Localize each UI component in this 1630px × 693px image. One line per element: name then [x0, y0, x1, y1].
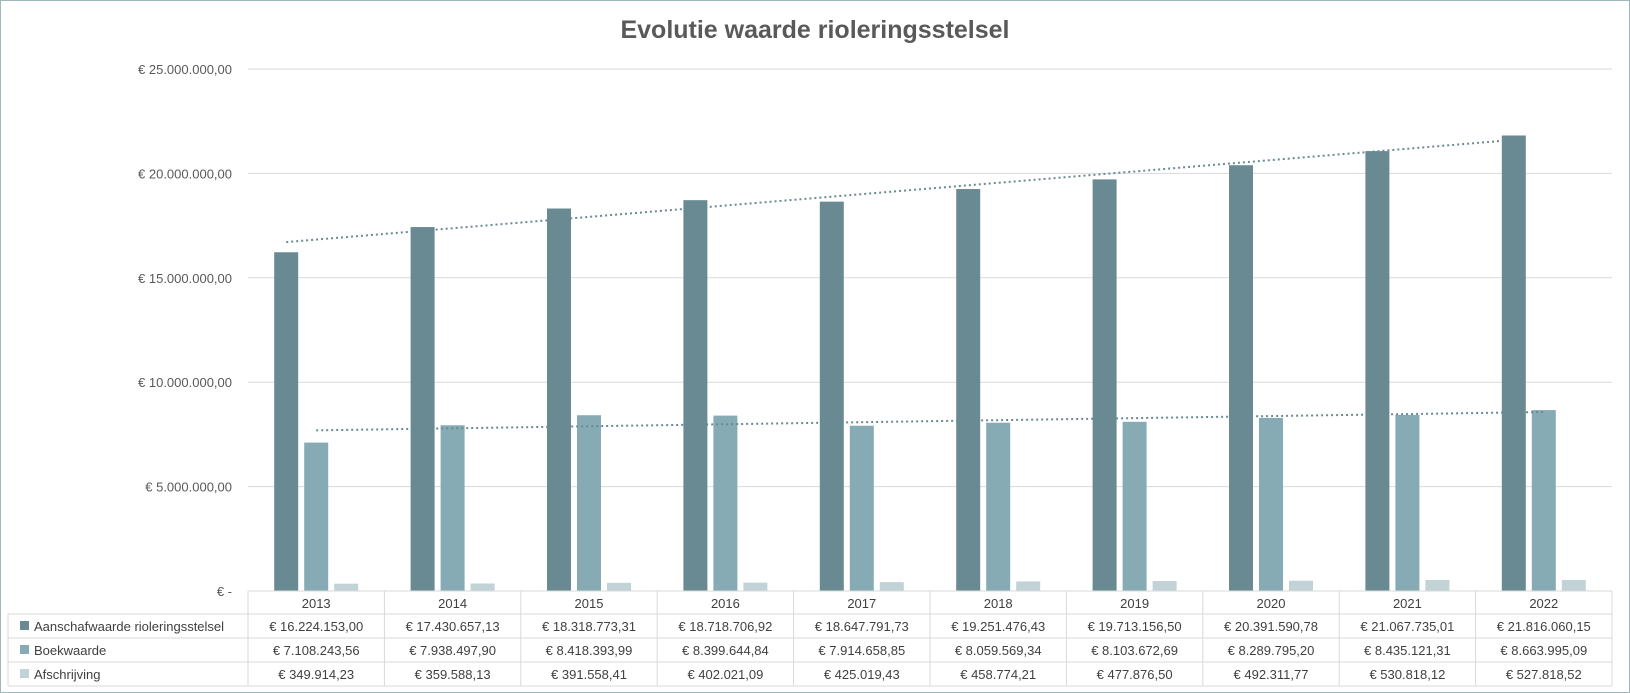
data-label: € 391.558,41 [551, 667, 627, 682]
x-tick-label: 2017 [847, 596, 876, 611]
data-label: € 359.588,13 [415, 667, 491, 682]
bar-afschrijving [879, 582, 904, 591]
x-tick-label: 2021 [1393, 596, 1422, 611]
data-label: € 7.108.243,56 [273, 643, 360, 658]
data-label: € 18.718.706,92 [678, 619, 772, 634]
bar-boekwaarde [304, 442, 329, 591]
data-label: € 530.818,12 [1369, 667, 1445, 682]
bar-aanschafwaarde-rioleringsstelsel [410, 227, 435, 591]
data-label: € 21.816.060,15 [1497, 619, 1591, 634]
bar-boekwaarde [713, 415, 738, 591]
bar-afschrijving [1152, 581, 1177, 591]
data-label: € 17.430.657,13 [406, 619, 500, 634]
data-label: € 8.435.121,31 [1364, 643, 1451, 658]
bar-aanschafwaarde-rioleringsstelsel [547, 208, 571, 591]
data-label: € 349.914,23 [278, 667, 354, 682]
data-label: € 16.224.153,00 [269, 619, 363, 634]
bar-boekwaarde [986, 422, 1011, 591]
bar-boekwaarde [849, 425, 874, 591]
x-tick-label: 2014 [438, 596, 467, 611]
data-label: € 19.251.476,43 [951, 619, 1045, 634]
data-label: € 8.418.393,99 [546, 643, 633, 658]
data-label: € 19.713.156,50 [1088, 619, 1182, 634]
bar-afschrijving [1425, 579, 1450, 591]
bar-boekwaarde [577, 415, 601, 591]
bar-afschrijving [1561, 579, 1586, 591]
legend-label: Afschrijving [34, 667, 100, 682]
trendline [286, 138, 1514, 244]
bar-aanschafwaarde-rioleringsstelsel [683, 200, 708, 592]
trendline [316, 411, 1544, 432]
y-tick-label: € 25.000.000,00 [138, 62, 232, 77]
y-tick-label: € 20.000.000,00 [138, 166, 232, 181]
bar-afschrijving [607, 582, 631, 591]
data-label: € 20.391.590,78 [1224, 619, 1318, 634]
x-tick-label: 2018 [984, 596, 1013, 611]
bar-afschrijving [743, 582, 768, 591]
bar-aanschafwaarde-rioleringsstelsel [819, 201, 844, 592]
legend-key [20, 669, 29, 678]
data-label: € 527.818,52 [1506, 667, 1582, 682]
x-tick-label: 2019 [1120, 596, 1149, 611]
data-label: € 458.774,21 [960, 667, 1036, 682]
data-label: € 477.876,50 [1097, 667, 1173, 682]
bar-boekwaarde [1122, 421, 1147, 591]
data-label: € 7.914.658,85 [818, 643, 905, 658]
bar-aanschafwaarde-rioleringsstelsel [1501, 135, 1526, 592]
bar-aanschafwaarde-rioleringsstelsel [1229, 165, 1253, 592]
data-label: € 7.938.497,90 [409, 643, 496, 658]
bar-afschrijving [1016, 581, 1041, 591]
data-label: € 8.663.995,09 [1500, 643, 1587, 658]
data-label: € 8.399.644,84 [682, 643, 769, 658]
data-label: € 21.067.735,01 [1360, 619, 1454, 634]
legend-key [20, 621, 29, 630]
x-tick-label: 2020 [1257, 596, 1286, 611]
data-label: € 402.021,09 [687, 667, 763, 682]
bar-boekwaarde [440, 425, 465, 591]
bar-boekwaarde [1531, 410, 1556, 591]
legend-label: Aanschafwaarde rioleringsstelsel [34, 619, 224, 634]
bar-aanschafwaarde-rioleringsstelsel [1365, 151, 1390, 591]
data-label: € 425.019,43 [824, 667, 900, 682]
chart-title: Evolutie waarde rioleringsstelsel [620, 16, 1010, 44]
legend-label: Boekwaarde [34, 643, 106, 658]
bar-boekwaarde [1259, 417, 1283, 591]
bar-afschrijving [1289, 580, 1313, 591]
x-tick-label: 2016 [711, 596, 740, 611]
legend-key [20, 645, 29, 654]
x-tick-label: 2022 [1529, 596, 1558, 611]
data-label: € 18.318.773,31 [542, 619, 636, 634]
y-tick-label: € 10.000.000,00 [138, 375, 232, 390]
bar-aanschafwaarde-rioleringsstelsel [274, 252, 299, 591]
bar-aanschafwaarde-rioleringsstelsel [956, 189, 981, 591]
y-tick-label: € - [217, 584, 232, 599]
bar-boekwaarde [1395, 414, 1420, 591]
x-tick-label: 2015 [575, 596, 604, 611]
y-tick-label: € 5.000.000,00 [145, 480, 232, 495]
data-label: € 8.103.672,69 [1091, 643, 1178, 658]
x-tick-label: 2013 [302, 596, 331, 611]
bar-afschrijving [470, 583, 495, 591]
data-label: € 8.059.569,34 [955, 643, 1042, 658]
bar-aanschafwaarde-rioleringsstelsel [1092, 179, 1117, 592]
data-label: € 492.311,77 [1234, 667, 1309, 682]
data-label: € 18.647.791,73 [815, 619, 909, 634]
data-label: € 8.289.795,20 [1228, 643, 1315, 658]
bar-afschrijving [334, 583, 359, 591]
y-tick-label: € 15.000.000,00 [138, 271, 232, 286]
